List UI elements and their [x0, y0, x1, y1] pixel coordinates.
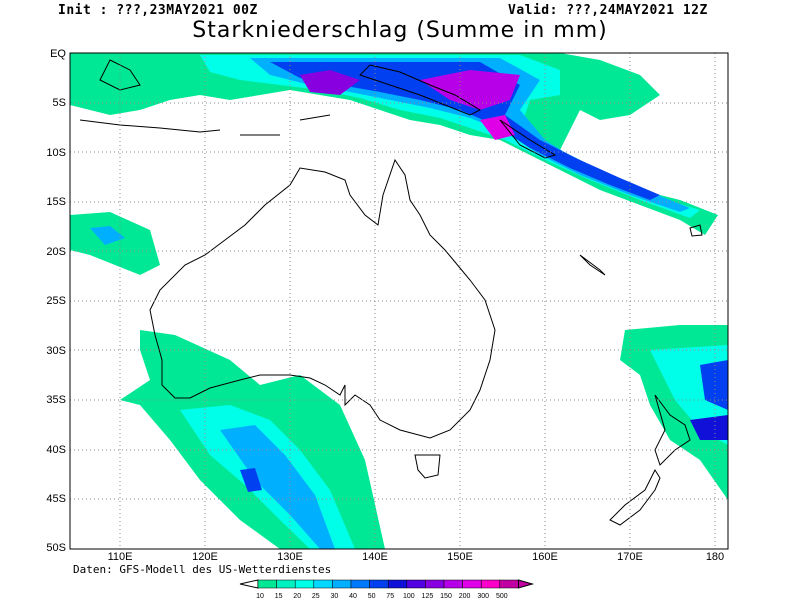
lat-label-40s: 40S	[46, 444, 66, 456]
legend-label-125: 125	[422, 593, 434, 600]
legend-label-40: 40	[349, 593, 357, 600]
legend-label-100: 100	[403, 593, 415, 600]
latitude-labels: EQ 5S 10S 15S 20S 25S 30S 35S 40S 45S 50S	[46, 48, 66, 554]
lat-label-20s: 20S	[46, 246, 66, 258]
coastlines	[79, 59, 703, 526]
legend-above-max-triangle	[517, 579, 535, 589]
rain-tropical-max3	[480, 115, 515, 140]
rain-tasman-core3	[690, 415, 728, 440]
legend-swatch-13	[499, 579, 519, 589]
data-credit: Daten: GFS-Modell des US-Wetterdienstes	[73, 563, 332, 576]
lon-label-120e: 120E	[192, 551, 218, 563]
legend-swatch-4	[332, 579, 352, 589]
rain-southwest-core3	[240, 468, 262, 492]
rain-tropical-max2	[420, 70, 520, 110]
legend-swatch-11	[462, 579, 482, 589]
legend-swatch-7	[387, 579, 408, 589]
rain-west-core	[90, 226, 125, 245]
legend-label-20: 20	[293, 593, 301, 600]
lat-label-10s: 10S	[46, 147, 66, 159]
rain-tropical-core2	[250, 58, 690, 212]
legend-label-75: 75	[386, 593, 394, 600]
lon-label-150e: 150E	[447, 551, 473, 563]
legend-swatch-2	[294, 579, 315, 589]
legend-label-150: 150	[440, 593, 452, 600]
map-title: Starkniederschlag (Summe in mm)	[192, 18, 608, 43]
indonesia-coast	[79, 59, 331, 136]
lat-label-25s: 25S	[46, 295, 66, 307]
lat-label-15s: 15S	[46, 196, 66, 208]
rain-tasman-core2	[700, 360, 728, 410]
legend-swatch-0	[257, 579, 277, 589]
rain-tropical-max1	[300, 70, 360, 95]
legend-label-15: 15	[275, 593, 283, 600]
rain-southwest-core2	[220, 425, 335, 549]
australia-coast	[149, 158, 496, 439]
lon-label-180: 180	[706, 551, 724, 563]
lat-label-50s: 50S	[46, 542, 66, 554]
new-caledonia-coast	[579, 254, 606, 276]
lon-label-130e: 130E	[277, 551, 303, 563]
grid-lines	[70, 53, 728, 549]
legend-label-500: 500	[496, 593, 508, 600]
legend-swatch-5	[350, 579, 370, 589]
lon-label-170e: 170E	[617, 551, 643, 563]
precipitation-field	[70, 53, 728, 549]
fiji-coast	[689, 224, 703, 237]
lat-label-5s: 5S	[53, 97, 66, 109]
lon-label-110e: 110E	[108, 551, 133, 563]
legend-swatch-8	[406, 579, 426, 589]
map-frame	[69, 52, 729, 550]
legend-below-min-triangle	[239, 579, 259, 589]
lat-label-35s: 35S	[46, 394, 66, 406]
legend-label-25: 25	[312, 593, 320, 600]
lat-label-45s: 45S	[46, 493, 66, 505]
longitude-labels: 110E 120E 130E 140E 150E 160E 170E 180	[108, 551, 725, 563]
legend-swatch-6	[369, 579, 389, 589]
valid-time-label: Valid: ???,24MAY2021 12Z	[508, 3, 708, 18]
legend-label-10: 10	[256, 593, 264, 600]
tasmania-coast	[414, 454, 441, 479]
legend-label-30: 30	[331, 593, 339, 600]
legend-label-200: 200	[459, 593, 471, 600]
lon-label-140e: 140E	[362, 551, 388, 563]
lat-label-eq: EQ	[50, 48, 66, 60]
legend-swatch-10	[443, 579, 463, 589]
legend-swatch-3	[313, 579, 333, 589]
rain-tropical-band	[70, 53, 718, 235]
init-time-label: Init : ???,23MAY2021 00Z	[58, 3, 258, 18]
legend-swatch-12	[480, 579, 501, 589]
solomon-coast	[499, 119, 557, 159]
legend-swatch-9	[425, 579, 445, 589]
legend-label-300: 300	[477, 593, 489, 600]
lat-label-30s: 30S	[46, 345, 66, 357]
new-zealand-south	[609, 468, 661, 526]
legend-label-50: 50	[368, 593, 376, 600]
new-guinea-coast	[359, 64, 482, 116]
legend-swatch-1	[276, 579, 296, 589]
lon-label-160e: 160E	[532, 551, 558, 563]
